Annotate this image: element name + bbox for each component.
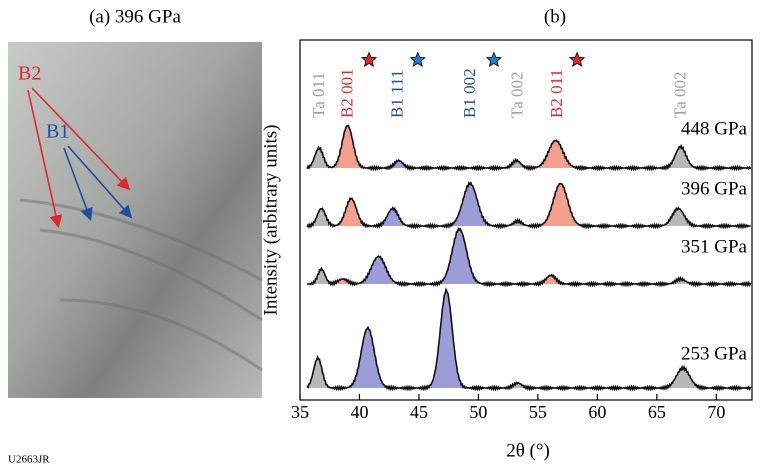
peak-fill [448,183,492,226]
peak-fill [428,290,465,388]
x-tick-label: 40 [350,402,368,422]
peak-fill [331,125,364,168]
arrow [67,145,133,219]
pressure-label: 448 GPa [681,118,748,139]
pressure-label: 253 GPa [681,343,748,364]
x-tick-label: 50 [469,402,487,422]
peak-label: Ta 002 [671,72,690,119]
pattern-line [306,286,752,392]
label-b2: B2 [18,63,41,85]
star-marker [360,51,378,67]
panel-b-title: (b) [544,6,566,27]
arrow [27,89,63,229]
pressure-label: 351 GPa [681,236,748,257]
image-streaks [19,198,263,372]
star-marker [568,51,586,67]
arrow [31,87,131,191]
peak-label: Ta 011 [309,72,328,118]
peak-fill [348,328,388,388]
panel-a-title: (a) 396 GPa [89,6,181,27]
star-marker [485,51,503,67]
peak-fill [539,183,582,226]
peak-label: B1 111 [387,70,406,118]
pattern-line [306,226,752,288]
peak-label: B2 011 [547,69,566,118]
peak-label: Ta 002 [508,72,527,119]
figure-id: U2663JR [8,454,50,466]
plot-frame [299,39,753,401]
peak-fill [438,229,481,284]
star-marker [409,51,426,67]
x-tick-label: 45 [410,402,428,422]
label-b1: B1 [46,121,69,143]
x-tick-label: 65 [648,402,666,422]
peak-label: B2 001 [337,68,356,118]
x-tick-label: 60 [588,402,606,422]
pattern-line [306,181,751,230]
pressure-label: 396 GPa [681,178,748,199]
x-tick-label: 55 [529,402,547,422]
arrow [63,147,93,221]
x-tick-label: 35 [291,402,309,422]
x-tick-label: 70 [707,402,725,422]
x-axis-label: 2θ (°) [506,440,550,461]
y-axis-label: Intensity (arbitrary units) [260,124,281,315]
pattern-line [306,124,752,172]
peak-label: B1 002 [460,68,479,118]
